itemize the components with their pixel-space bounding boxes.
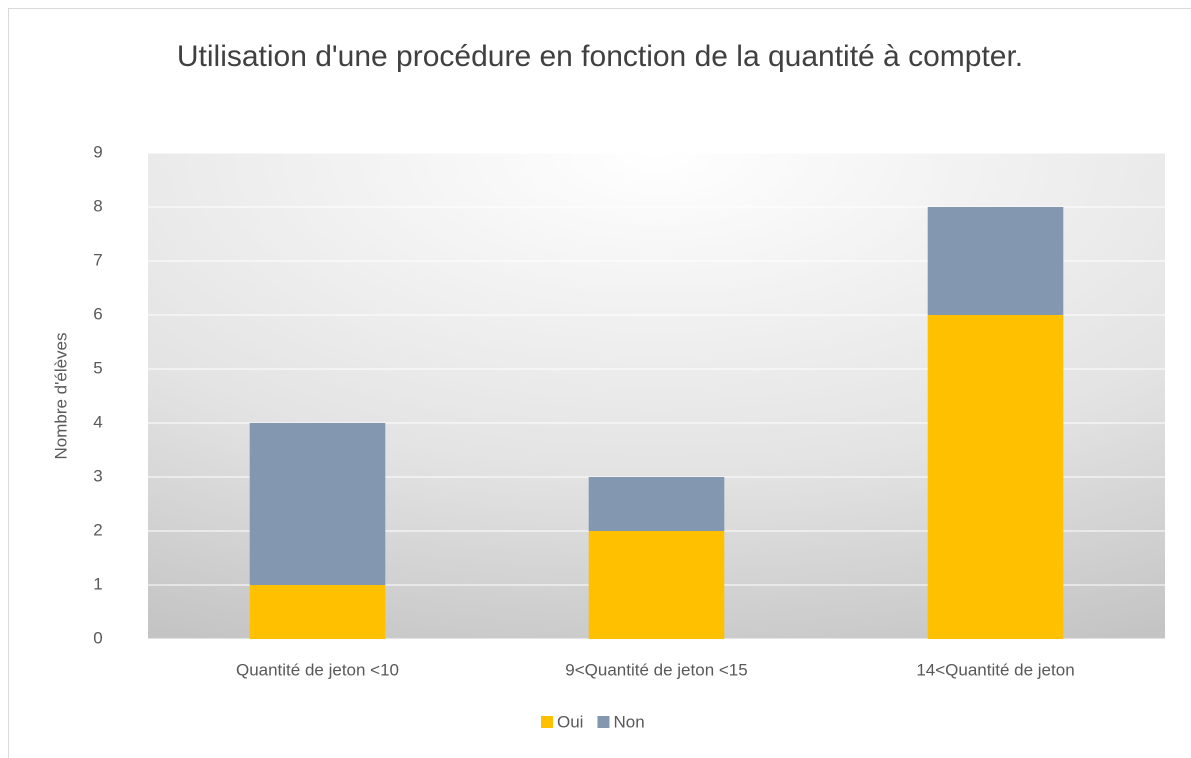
y-tick-label: 0 [93,628,102,647]
bar-segment [927,315,1064,639]
y-tick-label: 9 [93,142,102,161]
legend-swatch [541,716,553,728]
bar-segment [249,585,386,639]
y-tick-label: 4 [93,412,102,431]
y-tick-label: 6 [93,304,102,323]
bar-segment [588,477,725,531]
bar-segment [927,207,1064,315]
bar-segment [249,423,386,585]
bar-segment [588,531,725,639]
legend-swatch [597,716,610,728]
y-tick-label: 3 [93,466,102,485]
legend-label: Non [613,712,644,731]
chart-border [8,8,1191,758]
legend-label: Oui [557,712,583,731]
y-axis-label: Nombre d'élèves [51,332,70,459]
y-tick-label: 7 [93,250,102,269]
x-tick-label: Quantité de jeton <10 [236,660,399,679]
y-tick-label: 1 [93,574,102,593]
y-tick-label: 5 [93,358,102,377]
y-tick-label: 2 [93,520,102,539]
chart-title: Utilisation d'une procédure en fonction … [176,40,1024,73]
y-tick-label: 8 [93,196,102,215]
x-tick-label: 14<Quantité de jeton [916,660,1074,679]
x-tick-label: 9<Quantité de jeton <15 [565,660,747,679]
